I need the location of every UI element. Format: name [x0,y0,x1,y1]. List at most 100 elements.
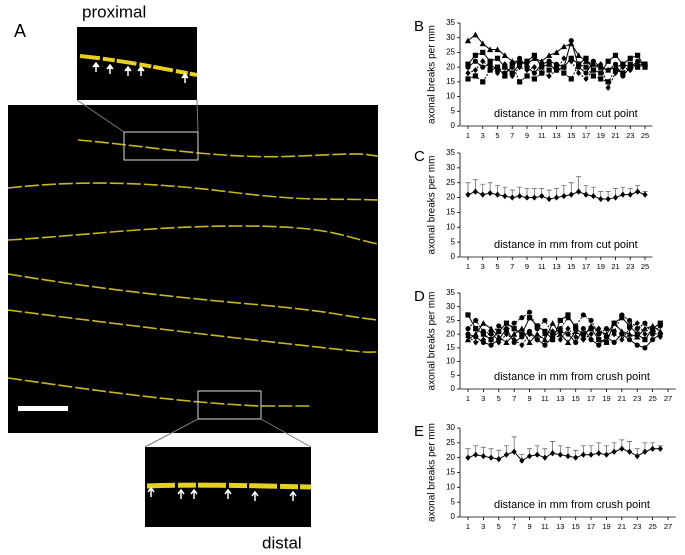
x-tick-label: 19 [602,394,610,403]
y-tick-label: 20 [446,453,455,462]
marker [634,342,640,348]
marker [635,64,641,70]
marker [465,76,471,82]
marker [534,331,541,337]
marker [650,445,656,452]
marker [524,194,530,201]
x-tick-label: 13 [556,394,564,403]
marker [611,320,618,326]
marker [580,336,586,343]
y-tick-label: 15 [446,77,455,86]
marker [642,61,648,67]
y-tick-label: 5 [451,237,456,246]
x-tick-label: 9 [527,522,531,531]
marker [583,70,589,76]
marker [588,326,594,332]
y-tick-label: 0 [451,121,456,130]
marker [542,331,548,338]
marker [480,191,486,198]
marker [626,325,633,332]
marker [494,55,501,61]
marker [509,61,515,67]
marker [561,192,567,200]
y-tick-label: 0 [451,384,456,393]
y-tick-label: 35 [446,18,455,27]
marker [627,61,633,67]
marker [531,64,537,71]
marker [612,52,619,58]
marker [526,339,533,345]
marker [580,312,586,318]
x-tick-label: 1 [466,394,470,403]
x-tick-label: 21 [611,262,619,271]
distal-label: distal [262,533,302,552]
y-tick-label: 10 [446,92,455,101]
marker [557,328,563,334]
marker [546,58,552,64]
marker [502,73,508,79]
marker [590,66,596,74]
micrograph [7,105,379,433]
marker [503,331,510,338]
x-tick-label: 15 [567,262,575,271]
marker [626,337,633,343]
marker [541,336,549,343]
marker [480,331,486,337]
marker [568,191,574,198]
marker [572,328,579,334]
marker [565,331,571,337]
marker [588,337,594,343]
marker [465,331,471,337]
marker [534,323,540,329]
marker [465,454,471,461]
marker [488,328,494,335]
marker [494,191,501,198]
marker [635,188,641,195]
marker [568,58,574,65]
marker [561,55,567,62]
y-tick-label: 15 [446,343,455,352]
y-tick-label: 0 [451,252,456,261]
marker [573,339,579,345]
x-tick-label: 17 [582,262,590,271]
marker [611,339,617,345]
marker [619,445,625,452]
marker [590,73,596,79]
marker [511,339,517,345]
marker [627,66,633,74]
marker [503,326,510,332]
marker [619,312,625,318]
x-tick-label: 25 [648,394,656,403]
marker [487,190,493,197]
marker [546,72,552,80]
marker [511,336,517,343]
marker [642,191,648,198]
x-tick-label: 9 [525,262,529,271]
marker [568,76,574,82]
marker [565,453,571,460]
marker [542,317,548,324]
x-tick-label: 5 [497,394,501,403]
marker [534,337,540,343]
y-tick-label: 10 [446,482,455,491]
x-tick-label: 23 [633,394,641,403]
y-tick-label: 20 [446,62,455,71]
x-tick-label: 7 [510,131,514,140]
marker [605,79,611,85]
x-tick-label: 17 [587,394,595,403]
marker [649,322,656,329]
marker [573,323,579,329]
marker [657,445,663,452]
y-tick-label: 20 [446,193,455,202]
marker [473,334,479,340]
x-tick-label: 25 [648,522,656,531]
marker [526,315,533,321]
y-tick-label: 5 [451,106,456,115]
y-axis-label: axonal breaks per mm [427,292,438,391]
x-tick-label: 21 [618,522,626,531]
marker [472,31,479,38]
marker [605,195,611,203]
marker [488,342,494,348]
